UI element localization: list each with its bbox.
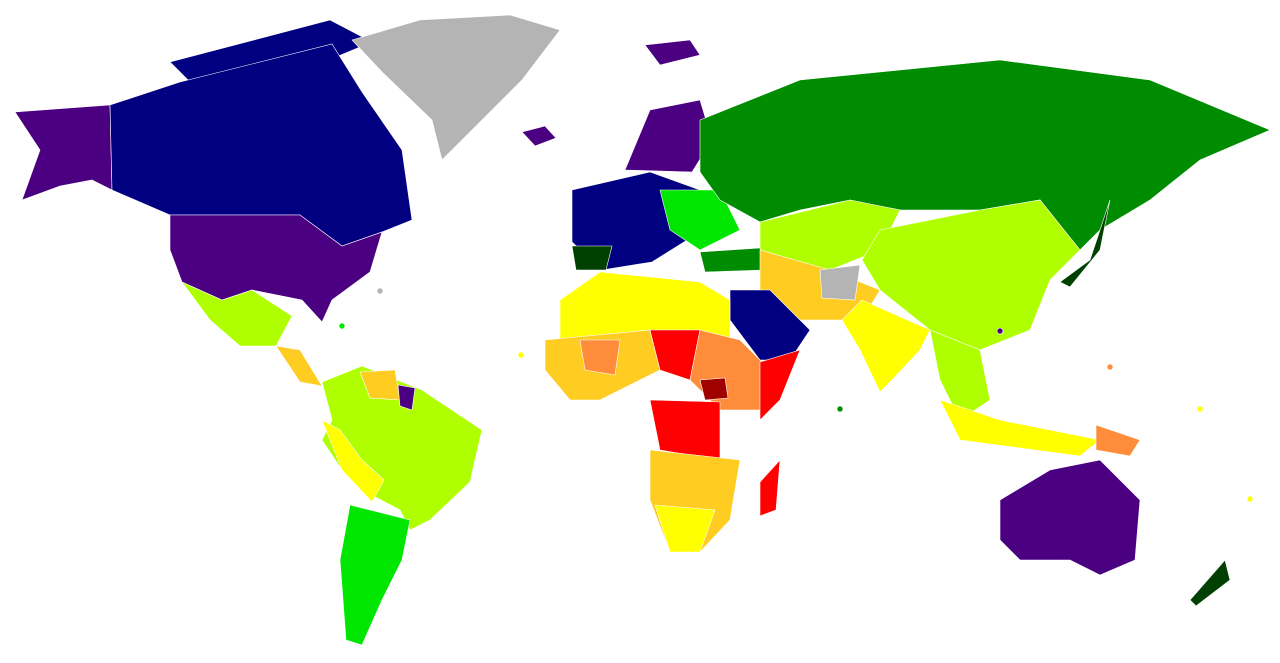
horn-of-africa xyxy=(759,349,801,421)
iceland xyxy=(521,125,557,147)
scandinavia xyxy=(624,99,713,173)
japan xyxy=(1059,199,1111,288)
island xyxy=(1106,363,1114,371)
afghanistan xyxy=(819,264,861,301)
china xyxy=(861,199,1081,351)
australia xyxy=(999,459,1141,576)
greenland xyxy=(351,14,561,161)
island xyxy=(376,287,384,295)
indonesia xyxy=(939,399,1101,457)
new-zealand xyxy=(1189,559,1231,607)
southern-cone xyxy=(339,504,411,646)
island xyxy=(338,322,346,330)
north-africa xyxy=(559,271,731,341)
madagascar xyxy=(759,459,781,517)
alaska xyxy=(14,104,113,201)
guiana xyxy=(397,384,416,411)
andes xyxy=(321,419,385,503)
mexico xyxy=(181,281,293,347)
svalbard xyxy=(644,39,701,66)
island xyxy=(1196,405,1204,413)
sahel-east xyxy=(579,339,621,376)
india xyxy=(841,299,931,393)
south-africa xyxy=(654,504,716,553)
island xyxy=(836,405,844,413)
central-america xyxy=(275,345,323,387)
papua-new-guinea xyxy=(1095,424,1141,457)
island xyxy=(517,351,525,359)
turkey xyxy=(699,247,766,273)
south-sudan xyxy=(699,377,729,401)
southeast-asia xyxy=(929,329,991,421)
island xyxy=(996,327,1004,335)
spain xyxy=(571,245,613,271)
island xyxy=(1246,495,1254,503)
eastern-europe xyxy=(659,189,741,251)
